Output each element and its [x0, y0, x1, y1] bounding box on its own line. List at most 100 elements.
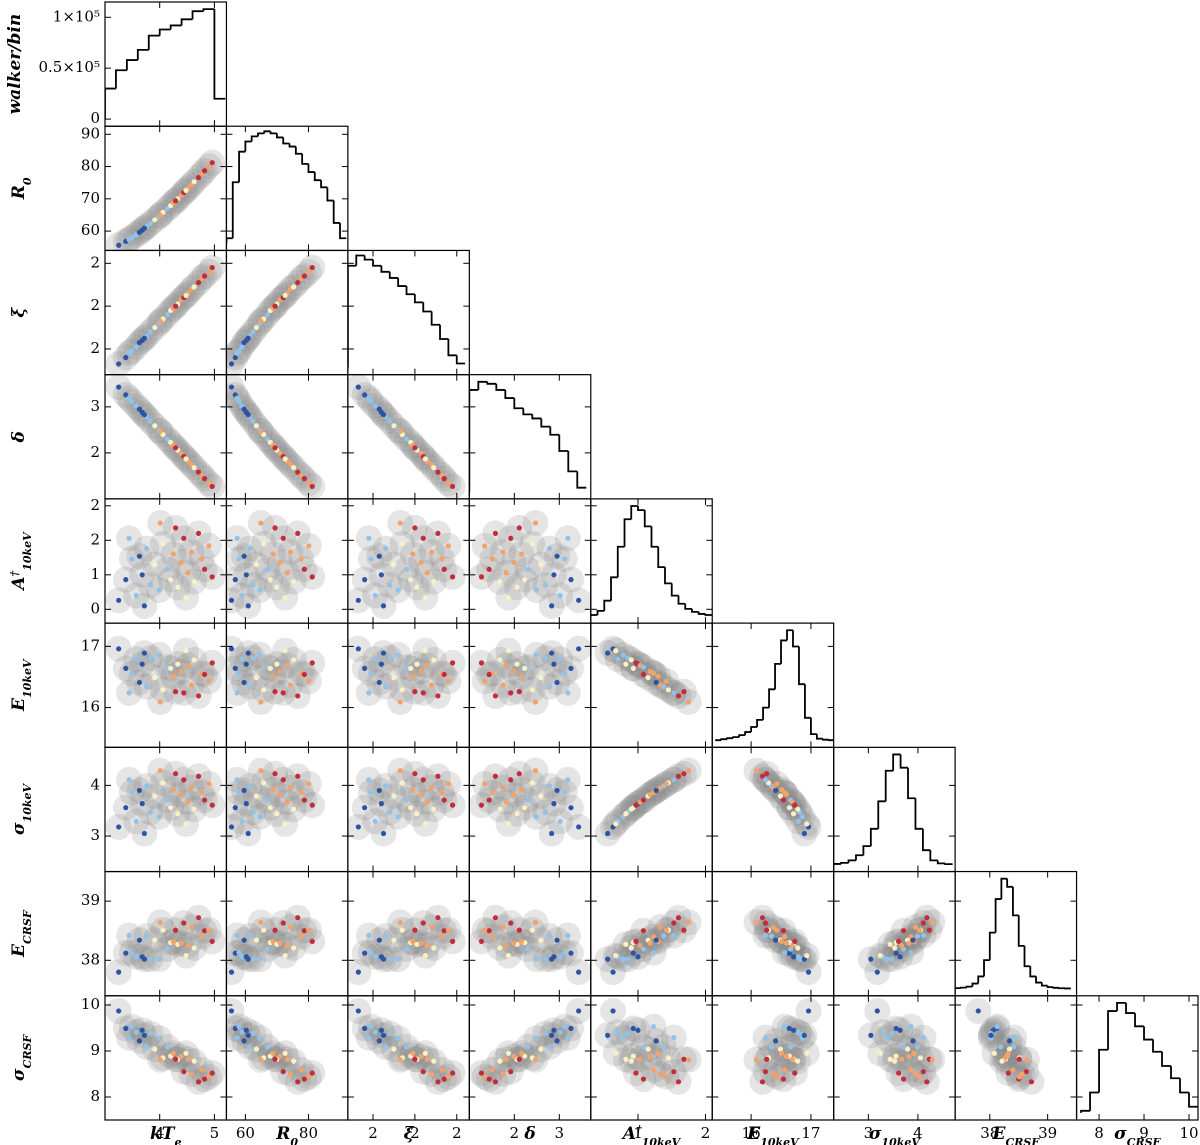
sample-point — [435, 693, 441, 699]
x-tick-label: 3 — [555, 1124, 565, 1142]
sample-point — [258, 699, 264, 705]
label-main: ξ — [404, 1124, 415, 1144]
sample-point — [565, 535, 571, 541]
sample-point — [191, 465, 197, 471]
axis-label: ξ — [9, 307, 29, 318]
panel-cloud — [594, 757, 702, 847]
sample-point — [257, 587, 263, 593]
sample-point — [188, 682, 195, 688]
sample-point — [126, 350, 132, 356]
sample-point — [380, 603, 387, 609]
sample-point — [241, 787, 247, 794]
histogram-step — [1125, 1002, 1136, 1014]
sample-point — [500, 785, 506, 791]
label-main: kT — [150, 1124, 176, 1144]
x-tick-label: 4 — [155, 1124, 165, 1142]
sample-point — [557, 592, 563, 599]
axis-label: kTe — [150, 1124, 181, 1145]
histogram-step — [1035, 976, 1042, 984]
sample-point — [152, 324, 158, 331]
sample-point — [403, 664, 410, 670]
sample-point — [264, 797, 271, 803]
sample-point — [431, 1058, 437, 1064]
histogram-step — [792, 630, 799, 648]
sample-point — [549, 603, 555, 609]
sample-point — [489, 934, 495, 940]
sample-point — [116, 361, 122, 367]
panel-cloud — [105, 374, 226, 499]
sample-point — [183, 821, 189, 827]
sample-point — [141, 830, 147, 837]
sample-point — [514, 811, 520, 817]
sample-point — [362, 1025, 368, 1032]
sample-point — [887, 941, 893, 947]
sample-point — [542, 1030, 548, 1037]
sample-point — [366, 1035, 372, 1041]
sample-point — [284, 799, 290, 805]
label-sup: † — [636, 1123, 642, 1136]
sample-point — [366, 932, 372, 939]
sample-point — [912, 1071, 919, 1077]
sample-point — [568, 805, 574, 811]
sample-point — [143, 933, 150, 939]
sample-point — [661, 1044, 667, 1050]
sample-point — [478, 802, 485, 808]
sample-point — [546, 684, 552, 690]
histogram-step — [486, 381, 497, 385]
sample-point — [424, 799, 431, 805]
histogram-step — [1006, 878, 1013, 888]
y-tick-label: 39 — [81, 891, 100, 909]
sample-point — [250, 329, 256, 335]
sample-point — [123, 392, 129, 398]
sample-point — [272, 525, 278, 531]
sample-point — [628, 806, 634, 812]
sample-point — [306, 543, 312, 549]
sample-point — [355, 384, 361, 390]
sample-point — [538, 674, 544, 681]
sample-point — [486, 566, 492, 572]
sample-point — [492, 915, 499, 921]
sample-point — [518, 673, 525, 679]
sample-point — [503, 942, 509, 949]
sample-point — [768, 1044, 775, 1050]
sample-point — [874, 1008, 880, 1014]
sample-point — [228, 597, 235, 603]
axis-label: A†10keV — [8, 531, 34, 592]
sample-point — [270, 1050, 276, 1056]
sample-point — [549, 956, 555, 962]
sample-point — [994, 1024, 1000, 1030]
sample-point — [391, 423, 397, 429]
sample-point — [753, 919, 760, 926]
x-tick-label: 2 — [452, 1124, 462, 1142]
sample-point — [397, 520, 403, 526]
sample-point — [160, 927, 166, 933]
sample-point — [170, 1050, 176, 1056]
sample-point — [568, 577, 574, 583]
sample-point — [282, 952, 288, 959]
histogram-step — [810, 717, 817, 735]
sample-point — [896, 938, 902, 944]
sample-point — [136, 553, 143, 559]
label-main: R — [275, 1124, 290, 1144]
sample-point — [414, 584, 420, 590]
sample-point — [783, 940, 790, 946]
sample-point — [562, 949, 568, 956]
sample-point — [147, 809, 154, 815]
sample-point — [650, 1067, 657, 1073]
sample-point — [623, 941, 629, 947]
sample-point — [141, 412, 147, 418]
sample-point — [264, 566, 271, 572]
histogram-step — [1170, 1066, 1181, 1080]
sample-point — [486, 1076, 492, 1082]
sample-point — [239, 344, 245, 350]
sample-point — [291, 1058, 297, 1064]
histogram-step — [301, 153, 309, 165]
sample-point — [486, 671, 492, 678]
sample-point — [232, 577, 238, 583]
sample-point — [277, 668, 283, 675]
sample-point — [147, 329, 154, 335]
sample-point — [657, 785, 663, 791]
histogram-step — [798, 646, 805, 686]
sample-point — [478, 660, 485, 666]
x-tick-label: 3 — [864, 1124, 874, 1142]
